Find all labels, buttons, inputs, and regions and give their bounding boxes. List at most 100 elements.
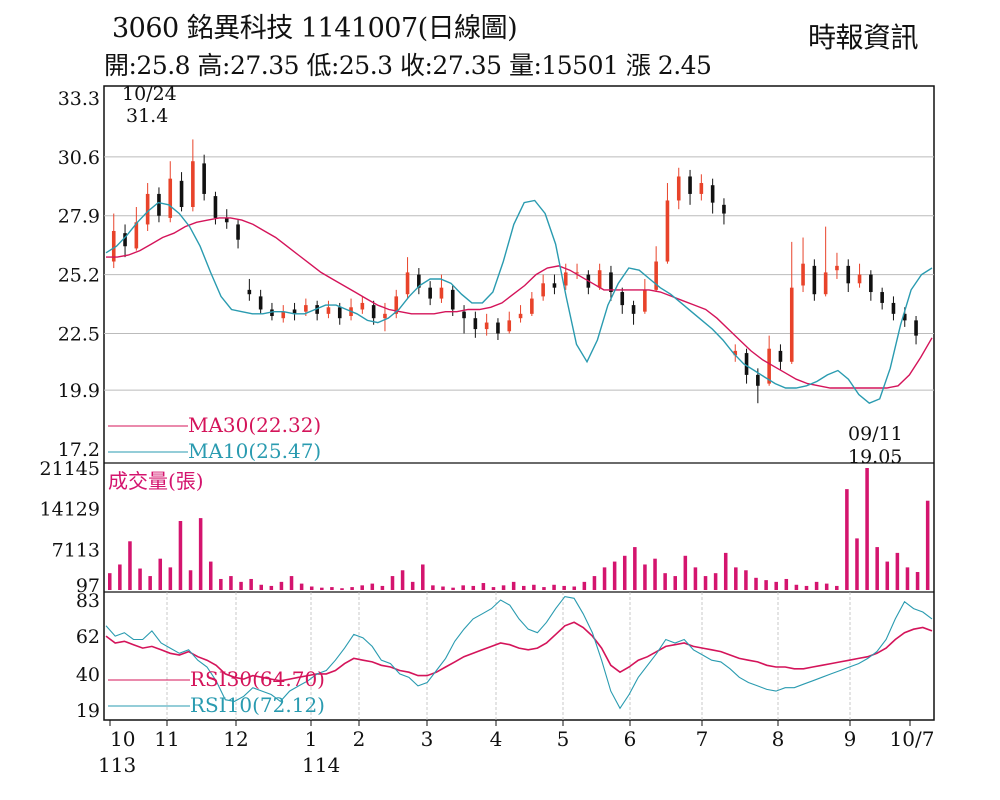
volume-bar [683, 555, 688, 590]
volume-bar [572, 586, 577, 590]
volume-bars [108, 468, 930, 590]
volume-bar [794, 584, 799, 590]
volume-bar [602, 567, 607, 590]
candle-body [145, 193, 150, 225]
volume-bar [612, 561, 617, 590]
candle-body [247, 289, 252, 295]
volume-bar [198, 518, 203, 590]
volume-bar [501, 585, 506, 590]
volume-bar [431, 585, 435, 590]
candle-body [857, 274, 862, 284]
candle-body [891, 302, 896, 314]
month-tick-label: 6 [624, 727, 637, 751]
candle-body [835, 265, 839, 271]
volume-bar [713, 573, 718, 590]
volume-bar [663, 573, 667, 590]
volume-bar [269, 585, 274, 590]
candle-body [902, 313, 907, 321]
candle-body [518, 313, 523, 319]
candle-body [563, 272, 568, 286]
price-gridlines [104, 156, 934, 391]
volume-bar [875, 547, 879, 590]
volume-bar [108, 573, 112, 590]
candle-body [202, 163, 206, 194]
month-tick-label: 12 [223, 727, 248, 751]
volume-bar [734, 567, 738, 590]
candle-body [869, 274, 873, 293]
volume-bar [532, 584, 536, 590]
volume-bar [622, 555, 627, 590]
rsi-tick-label: 83 [76, 590, 100, 612]
candle-body [744, 353, 749, 375]
volume-bar [350, 587, 354, 590]
candle-body [789, 287, 794, 362]
volume-bar [814, 581, 819, 590]
volume-bar [219, 578, 223, 590]
volume-bar [299, 583, 304, 590]
candle-body [315, 305, 319, 314]
volume-tick-label: 7113 [52, 539, 100, 561]
candle-body [292, 309, 297, 314]
candle-body [383, 313, 387, 319]
volume-tick-label: 97 [76, 575, 100, 597]
year-label: 113 [98, 753, 136, 777]
candle-body [450, 289, 455, 310]
volume-bar [915, 572, 920, 590]
price-tick-label: 17.2 [58, 439, 100, 461]
candle-body [439, 287, 444, 299]
volume-tick-label: 14129 [40, 499, 100, 521]
candle-body [360, 302, 365, 310]
month-tick-label: 7 [696, 727, 709, 751]
volume-bar [188, 570, 193, 590]
volume-bar [764, 580, 768, 590]
candle-body [326, 307, 331, 314]
volume-bar [320, 587, 324, 590]
legend-ma10-label: MA10(25.47) [188, 439, 321, 463]
volume-bar [511, 581, 516, 590]
candle-body [801, 263, 805, 286]
time-axis: 10 11 12 1 2 3 4 5 6 7 8 9 10/7113 114 [98, 720, 934, 777]
chart-title: 3060 銘異科技 1141007(日線圖) [112, 13, 518, 44]
volume-bar [784, 578, 789, 590]
volume-bar [380, 585, 385, 590]
candle-body [722, 204, 726, 214]
candle-body [258, 296, 263, 310]
month-tick-label: 1 [305, 727, 318, 751]
volume-panel-title: 成交量(張) [108, 469, 204, 493]
volume-bar [461, 585, 465, 590]
volume-bar [895, 552, 900, 590]
volume-bar [491, 587, 496, 590]
legend-ma10: MA10(25.47) [108, 439, 321, 463]
candle-body [654, 261, 658, 290]
rsi-axis: 83 62 40 19 [76, 590, 100, 722]
candle-body [767, 348, 771, 384]
volume-bar [451, 587, 455, 590]
ma10-line [105, 199, 933, 405]
volume-bar [138, 568, 142, 590]
volume-bar [168, 567, 173, 590]
volume-bar [178, 521, 183, 590]
month-tick-label: 4 [490, 727, 503, 751]
month-tick-label: 11 [154, 727, 179, 751]
candle-body [281, 311, 286, 319]
volume-bar [744, 570, 748, 590]
volume-rsi-gridlines [166, 592, 851, 720]
candle-body [552, 283, 557, 288]
candle-body [699, 183, 704, 194]
volume-bar [925, 500, 930, 590]
candle-body [530, 298, 534, 314]
volume-bar [400, 570, 405, 590]
volume-bar [673, 576, 677, 590]
volume-bar [643, 564, 647, 590]
candle-body [620, 292, 625, 306]
volume-bar [340, 588, 344, 590]
volume-bar [835, 585, 839, 590]
price-tick-label: 19.9 [58, 380, 100, 402]
candle-body [157, 193, 161, 216]
candle-body [484, 322, 489, 330]
volume-bar [421, 564, 425, 590]
volume-bar [522, 585, 526, 590]
candle-body [473, 318, 478, 330]
volume-bar [471, 585, 476, 590]
ma30-line [106, 217, 933, 389]
